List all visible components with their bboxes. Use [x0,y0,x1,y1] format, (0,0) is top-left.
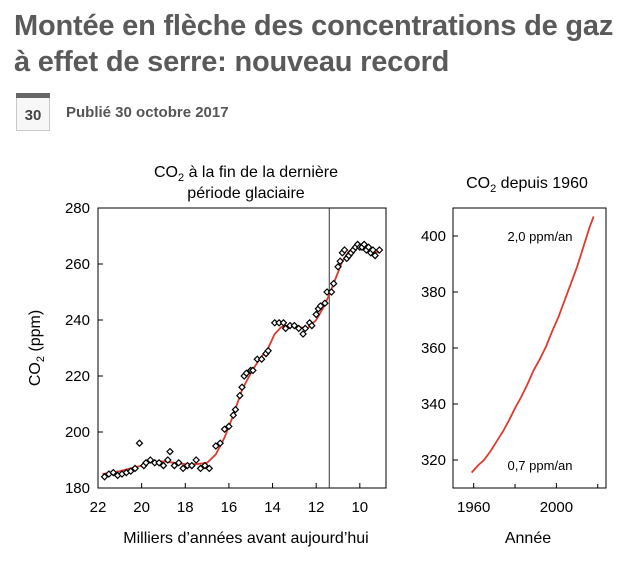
right-y-tick-label: 320 [421,452,446,469]
data-point [179,464,187,473]
left-x-axis-label: Milliers d’années avant aujourd’hui [123,530,368,547]
data-point [264,346,273,355]
data-point [135,439,144,448]
date-badge: 30 [16,93,50,131]
left-y-tick-label: 280 [65,200,90,217]
data-point [225,422,233,431]
left-x-tick-label: 12 [308,499,325,516]
left-plot-frame [97,207,387,489]
data-point [126,467,135,476]
data-point [360,240,369,249]
data-point [235,391,244,400]
data-point [329,279,338,288]
right-x-tick-label: 2000 [540,499,573,516]
data-point [279,318,288,327]
data-point [371,251,379,260]
data-point [299,330,307,338]
data-point [211,442,220,450]
data-point [174,458,183,467]
trend-line [102,246,380,475]
right-chart-title: CO2 depuis 1960 [466,175,588,195]
data-point [364,243,373,252]
left-x-tick-label: 10 [351,499,368,516]
data-point [321,299,329,308]
data-point [340,246,349,254]
data-point [242,369,251,378]
data-point [375,246,384,254]
article-title: Montée en flèche des concentrations de g… [14,10,614,78]
left-y-tick-label: 260 [65,256,90,273]
data-point [290,321,299,330]
data-point [220,425,229,434]
data-point [336,257,345,266]
data-point [187,461,196,470]
data-point [192,456,201,464]
data-point [334,262,342,271]
mauna-loa-line [470,216,595,474]
right-x-tick-label: 1960 [457,499,490,516]
data-point [205,464,214,473]
data-point [229,411,238,420]
annotation-early-rate: 0,7 ppm/an [507,458,572,473]
data-point [249,366,257,375]
left-y-tick-label: 240 [65,312,90,329]
data-point [301,324,310,333]
left-y-tick-label: 220 [65,368,90,385]
data-point [327,288,336,296]
data-point [131,464,139,473]
glacial-co2-chart: CO2 à la fin de la dernière période glac… [27,164,387,547]
left-chart-title-line2: période glaciaire [187,185,305,202]
publish-date: Publié 30 octobre 2017 [66,104,229,121]
left-x-tick-label: 14 [264,499,281,516]
data-point [170,461,179,470]
data-point [159,461,168,470]
left-x-tick-label: 18 [177,499,194,516]
data-point [307,321,316,330]
data-point [316,302,325,310]
data-point [312,310,321,319]
right-x-axis-label: Année [505,530,551,547]
data-point [257,355,266,364]
data-point [142,458,150,467]
right-y-tick-label: 340 [421,396,446,413]
data-point [238,383,246,392]
right-y-tick-label: 380 [421,284,446,301]
data-point [369,246,377,254]
left-y-tick-label: 200 [65,424,90,441]
modern-co2-chart: CO2 depuis 1960 1960 2000 320 340 360 380 400… [421,175,607,547]
left-y-axis-label: CO2 (ppm) [27,310,47,386]
data-point [109,468,118,477]
left-x-tick-label: 16 [221,499,238,516]
data-point [281,324,290,333]
data-point [163,456,172,464]
data-point [100,472,109,481]
left-x-tick-label: 22 [90,499,107,516]
right-y-tick-label: 400 [421,228,446,245]
data-point [201,461,209,470]
data-point [231,405,240,414]
data-point [216,439,225,448]
data-point [146,456,155,464]
left-chart-title-line1: CO2 à la fin de la dernière [154,164,338,184]
left-y-tick-label: 180 [65,480,90,497]
annotation-recent-rate: 2,0 ppm/an [507,229,572,244]
data-point [294,324,303,333]
right-y-tick-label: 360 [421,340,446,357]
data-point [166,447,174,456]
data-point [196,464,205,473]
data-point [155,458,163,467]
left-x-tick-label: 20 [133,499,150,516]
